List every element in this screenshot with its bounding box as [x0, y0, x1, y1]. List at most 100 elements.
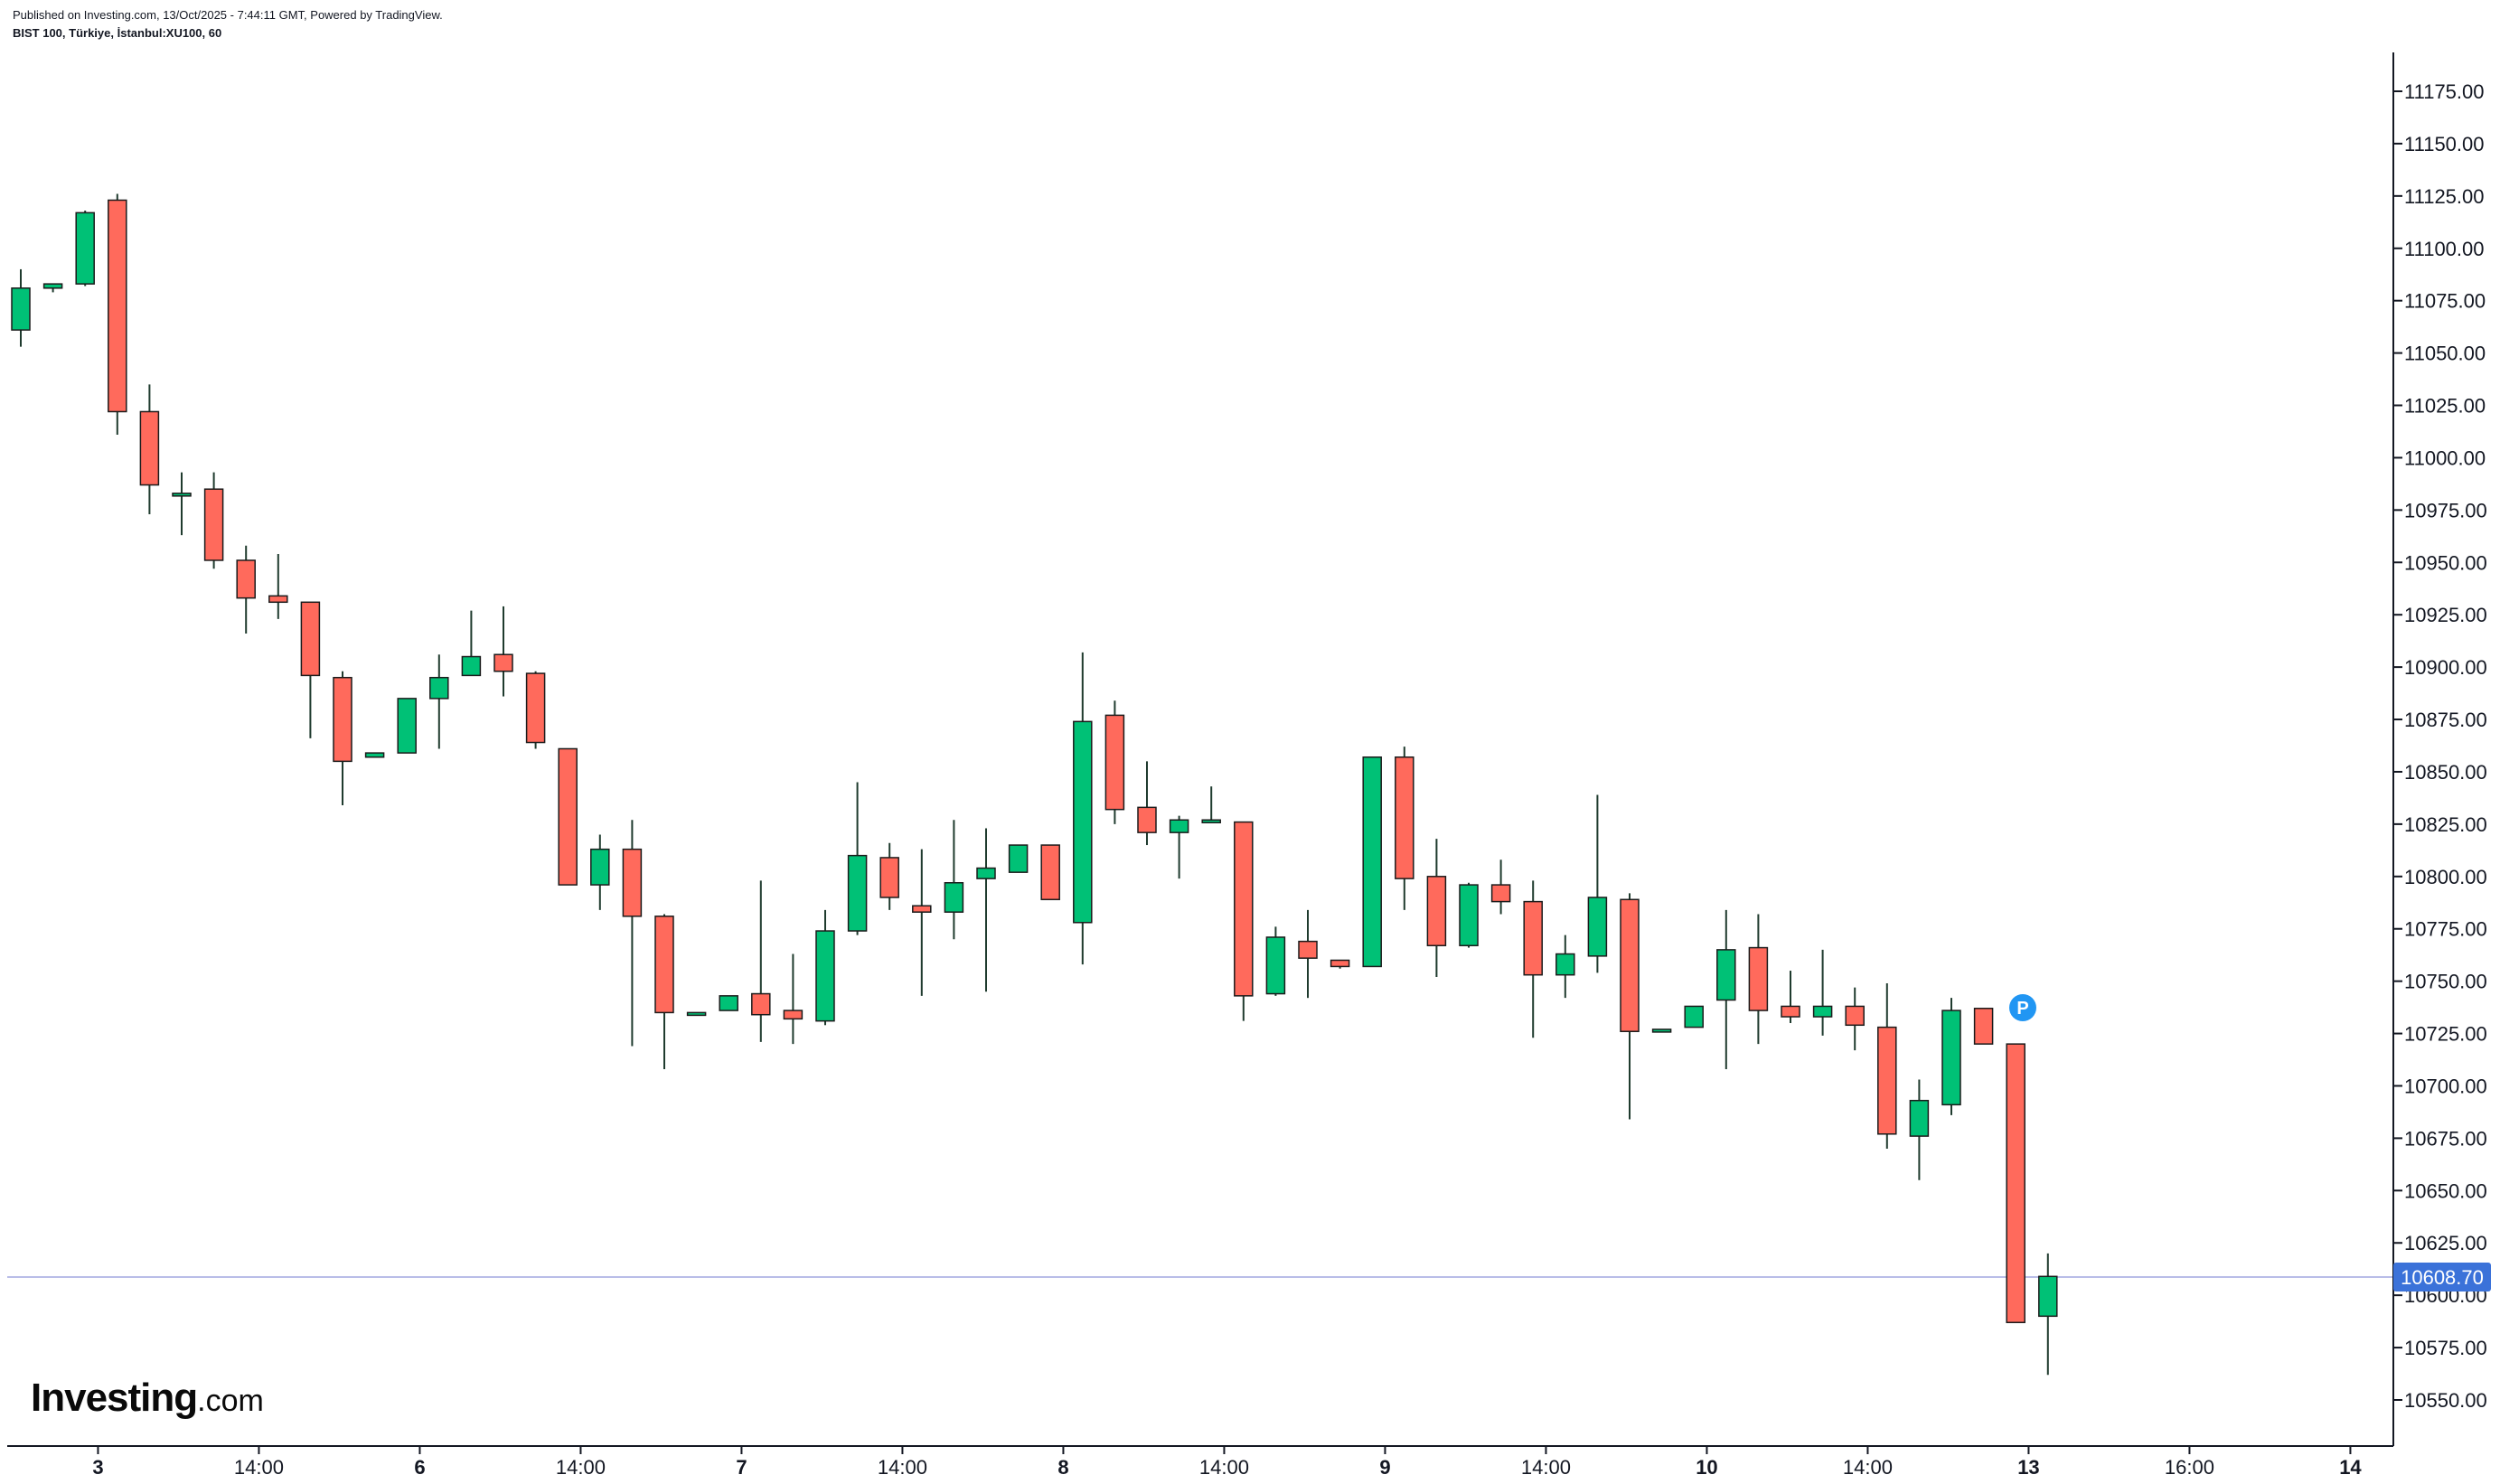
candle-body-down	[751, 992, 771, 1016]
candle-body-down	[912, 905, 932, 913]
candle	[719, 995, 738, 1011]
p-marker[interactable]: P	[2009, 994, 2036, 1021]
x-tick-label: 14:00	[234, 1456, 284, 1479]
x-tick-label: 6	[414, 1456, 425, 1479]
y-tick-label: 10675.00	[2404, 1127, 2487, 1150]
candle-body-down	[1234, 821, 1254, 997]
candle	[1716, 909, 1736, 1069]
y-tick-label: 10900.00	[2404, 656, 2487, 679]
candle-body-down	[1877, 1026, 1897, 1135]
candle	[815, 909, 835, 1026]
candle-body-down	[1040, 844, 1060, 901]
candle-body-up	[1651, 1028, 1672, 1033]
investing-logo: Investing.com	[31, 1376, 264, 1421]
candle-body-down	[879, 857, 899, 898]
candle-body-up	[1587, 897, 1608, 957]
candle	[1587, 794, 1608, 973]
x-tick-label: 14:00	[1199, 1456, 1249, 1479]
candle	[397, 698, 417, 754]
y-tick-label: 10850.00	[2404, 761, 2487, 784]
candle-body-down	[654, 916, 674, 1014]
candle-body-down	[525, 672, 546, 744]
candle	[1201, 786, 1221, 823]
candle-body-up	[11, 287, 31, 331]
candle	[1877, 982, 1897, 1149]
x-tick-label: 14	[2339, 1456, 2362, 1479]
candle-body-down	[203, 488, 224, 561]
candle-body-up	[590, 848, 610, 886]
candle-body-up	[1073, 720, 1093, 924]
y-tick-label: 10925.00	[2404, 604, 2487, 626]
candle	[300, 601, 321, 738]
candle-body-up	[364, 752, 385, 758]
x-tick-label: 13	[2017, 1456, 2039, 1479]
candle	[2006, 1043, 2025, 1324]
candle-body-down	[300, 601, 321, 677]
candle	[1040, 844, 1060, 901]
candle	[1395, 747, 1414, 910]
candle-body-up	[1941, 1010, 1961, 1106]
x-tick-label: 10	[1696, 1456, 1717, 1479]
candle-body-down	[493, 653, 513, 672]
candle-body-up	[1459, 884, 1479, 947]
candle	[1073, 652, 1093, 965]
candle-body-up	[42, 283, 63, 289]
candle-body-up	[1201, 819, 1221, 823]
candle	[364, 752, 385, 758]
y-tick-label: 10700.00	[2404, 1075, 2487, 1097]
p-marker-icon[interactable]: P	[2009, 994, 2036, 1021]
x-tick-label: 14:00	[1521, 1456, 1571, 1479]
candle-body-up	[976, 867, 996, 879]
candle-body-up	[1812, 1005, 1833, 1018]
x-axis-ticks: 3 14:00 6 14:00 7 14:00 8 14:00 9 14:00 10 14:00 13 1…	[92, 1446, 2362, 1479]
candle-body-up	[1008, 844, 1029, 873]
y-tick-label: 10625.00	[2404, 1232, 2487, 1254]
candle	[2038, 1253, 2058, 1376]
candle	[1620, 893, 1640, 1120]
candle-body-up	[1684, 1005, 1704, 1028]
candle-body-up	[75, 211, 95, 285]
candle	[1845, 987, 1865, 1051]
y-tick-label: 10575.00	[2404, 1337, 2487, 1359]
candle	[558, 747, 578, 886]
candle	[139, 384, 160, 514]
candle	[1234, 821, 1254, 1021]
candle	[236, 545, 256, 634]
candle-body-down	[1620, 898, 1640, 1032]
candle	[1330, 959, 1350, 969]
candle-body-up	[429, 676, 449, 700]
y-tick-label: 10650.00	[2404, 1179, 2487, 1202]
candle	[1265, 926, 1286, 996]
candle-body-up	[172, 493, 192, 497]
candle-body-up	[815, 930, 835, 1022]
candles	[11, 193, 2058, 1376]
candle-body-up	[1716, 949, 1736, 1001]
candle	[1909, 1079, 1930, 1180]
candle-body-up	[1909, 1099, 1930, 1137]
y-tick-label: 11050.00	[2404, 343, 2486, 365]
candle	[751, 880, 771, 1042]
symbol-title: BIST 100, Türkiye, İstanbul:XU100, 60	[13, 26, 222, 40]
chart-header: Published on Investing.com, 13/Oct/2025 …	[13, 7, 443, 43]
candle-body-down	[1104, 714, 1125, 811]
candle	[203, 472, 224, 569]
candle-body-up	[1169, 819, 1189, 833]
candle-body-up	[719, 995, 738, 1011]
candle	[847, 782, 868, 935]
y-tick-label: 10800.00	[2404, 866, 2487, 888]
x-tick-label: 9	[1379, 1456, 1390, 1479]
y-tick-label: 11175.00	[2404, 80, 2485, 103]
candle-body-up	[1362, 756, 1382, 968]
candle	[42, 283, 63, 293]
y-tick-label: 10550.00	[2404, 1389, 2487, 1412]
published-note: Published on Investing.com, 13/Oct/2025 …	[13, 8, 443, 22]
y-tick-label: 10975.00	[2404, 499, 2487, 521]
candle	[944, 820, 964, 940]
candle	[1748, 914, 1769, 1045]
p-marker-circle	[2009, 994, 2036, 1021]
candle	[172, 472, 192, 536]
candle-body-down	[622, 848, 643, 917]
candle	[1104, 700, 1125, 824]
candle	[879, 842, 899, 910]
